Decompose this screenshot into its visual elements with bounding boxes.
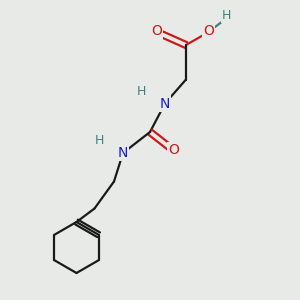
Text: N: N xyxy=(160,97,170,110)
Text: H: H xyxy=(136,85,146,98)
Text: H: H xyxy=(94,134,104,148)
Text: N: N xyxy=(118,146,128,160)
Text: O: O xyxy=(151,25,162,38)
Text: O: O xyxy=(169,143,179,157)
Text: O: O xyxy=(203,25,214,38)
Text: H: H xyxy=(222,9,231,22)
